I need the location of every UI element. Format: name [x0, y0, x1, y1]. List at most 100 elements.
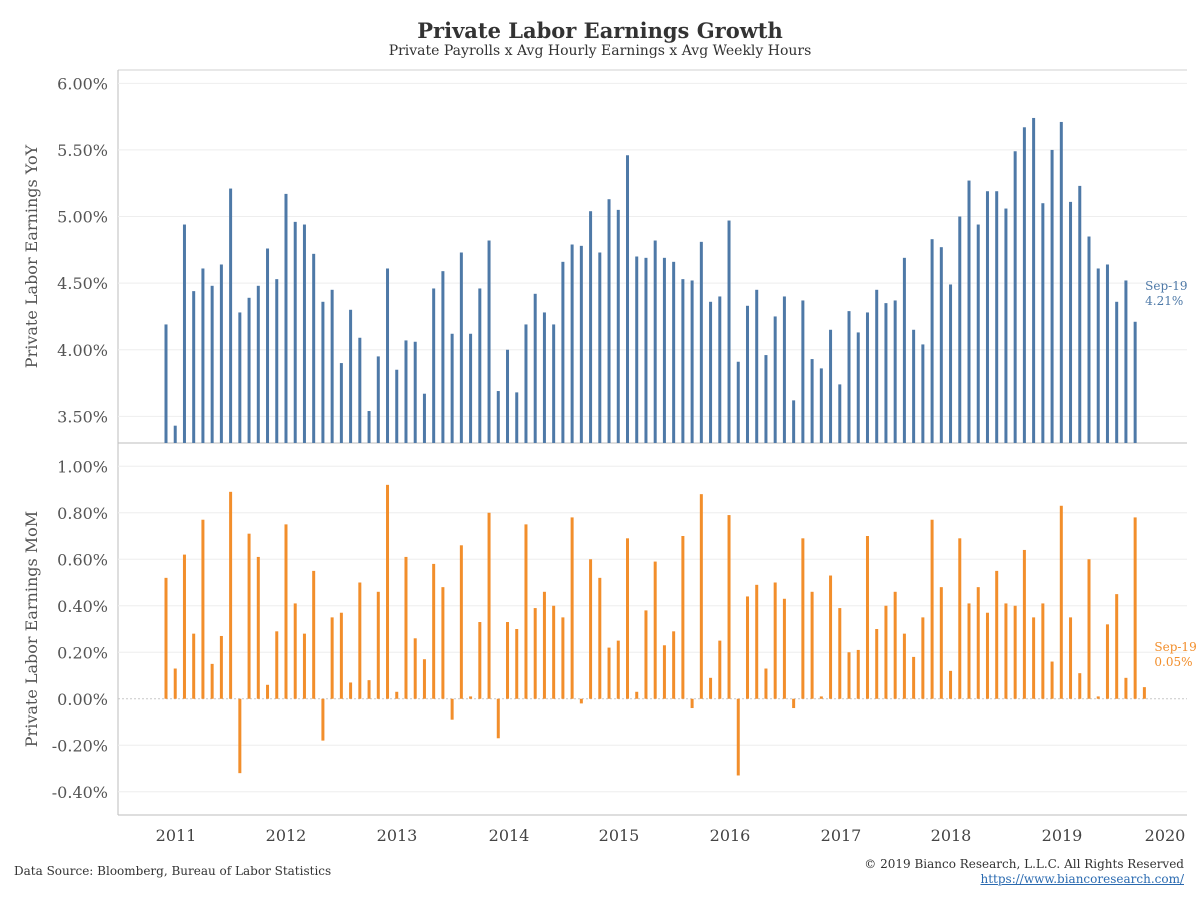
- data-bar: [496, 698, 500, 739]
- copyright-text: © 2019 Bianco Research, L.L.C. All Right…: [864, 857, 1184, 871]
- data-bar: [995, 191, 999, 443]
- data-bar: [1105, 624, 1109, 699]
- data-bar: [339, 612, 343, 699]
- data-bar: [699, 494, 703, 699]
- data-bar: [376, 591, 380, 699]
- data-bar: [266, 248, 270, 443]
- series-end-date-label: Sep-19: [1145, 279, 1187, 293]
- data-bar: [681, 536, 685, 699]
- data-bar: [1087, 236, 1091, 443]
- data-bar: [930, 239, 934, 443]
- data-bar: [182, 224, 186, 443]
- data-bar: [515, 629, 519, 699]
- data-bar: [1133, 517, 1137, 699]
- y-tick-label: 3.50%: [57, 407, 108, 426]
- data-bar: [727, 220, 731, 443]
- x-tick-label: 2014: [489, 826, 530, 845]
- data-bar: [164, 577, 168, 699]
- x-tick-label: 2011: [156, 826, 197, 845]
- data-bar: [985, 612, 989, 699]
- data-bar: [690, 280, 694, 443]
- data-bar: [1050, 661, 1054, 699]
- y-tick-label: -0.40%: [52, 783, 108, 802]
- data-bar: [1142, 687, 1146, 699]
- data-bar: [349, 682, 353, 699]
- data-bar: [441, 587, 445, 699]
- data-bar: [949, 670, 953, 699]
- data-bar: [875, 629, 879, 699]
- data-bar: [404, 340, 408, 443]
- data-bar: [487, 512, 491, 699]
- data-bar: [293, 221, 297, 443]
- data-bar: [201, 268, 205, 443]
- data-bar: [976, 587, 980, 699]
- data-bar: [219, 635, 223, 699]
- data-bar: [561, 617, 565, 699]
- data-bar: [469, 696, 473, 699]
- data-bar: [865, 312, 869, 443]
- data-bar: [192, 291, 196, 443]
- data-bar: [284, 524, 288, 699]
- data-bar: [856, 332, 860, 443]
- data-bar: [801, 300, 805, 443]
- data-bar: [367, 411, 371, 443]
- data-bar: [358, 582, 362, 699]
- y-tick-label: 0.60%: [57, 550, 108, 569]
- data-bar: [607, 199, 611, 443]
- data-bar: [829, 329, 833, 443]
- website-link[interactable]: https://www.biancoresearch.com/: [980, 872, 1184, 886]
- y-tick-label: 1.00%: [57, 457, 108, 476]
- data-bar: [524, 524, 528, 699]
- data-bar: [542, 591, 546, 699]
- data-bar: [745, 596, 749, 699]
- data-bar: [238, 698, 242, 774]
- data-bar: [450, 698, 454, 720]
- data-bar: [506, 622, 510, 699]
- data-bar: [238, 312, 242, 443]
- y-tick-label: 0.00%: [57, 690, 108, 709]
- data-bar: [386, 268, 390, 443]
- x-tick-label: 2017: [821, 826, 862, 845]
- data-bar: [1032, 117, 1036, 443]
- data-bar: [709, 301, 713, 443]
- data-bar: [626, 155, 629, 443]
- data-bar: [1004, 208, 1008, 443]
- data-bar: [173, 425, 177, 443]
- data-bar: [930, 519, 934, 699]
- data-bar: [662, 257, 666, 443]
- data-bar: [432, 563, 436, 699]
- data-bar: [450, 333, 454, 443]
- y-tick-label: 6.00%: [57, 74, 108, 93]
- data-bar: [782, 598, 786, 699]
- data-bar: [709, 677, 713, 699]
- data-bar: [727, 515, 731, 699]
- data-bar: [884, 303, 888, 443]
- data-bar: [801, 538, 805, 699]
- data-bar: [201, 519, 205, 699]
- y-tick-label: 0.80%: [57, 504, 108, 523]
- data-bar: [598, 577, 602, 699]
- data-bar: [376, 356, 380, 443]
- data-bar: [570, 517, 574, 699]
- x-tick-label: 2015: [599, 826, 640, 845]
- data-bar: [755, 289, 759, 443]
- data-bar: [958, 538, 962, 699]
- data-bar: [773, 582, 777, 699]
- data-bar: [626, 538, 629, 699]
- data-bar: [598, 252, 602, 443]
- data-bar: [672, 261, 676, 443]
- data-bar: [1059, 505, 1063, 699]
- data-bar: [985, 191, 989, 443]
- data-bar: [1115, 301, 1119, 443]
- data-bar: [792, 698, 796, 709]
- data-bar: [653, 240, 657, 443]
- data-bar: [469, 333, 473, 443]
- data-bar: [247, 297, 251, 443]
- data-bar: [210, 663, 214, 699]
- data-bar: [976, 224, 980, 443]
- data-bar: [838, 384, 842, 443]
- data-bar: [653, 561, 657, 699]
- data-bar: [865, 536, 869, 699]
- data-bar: [847, 652, 851, 699]
- data-bar: [1124, 677, 1128, 699]
